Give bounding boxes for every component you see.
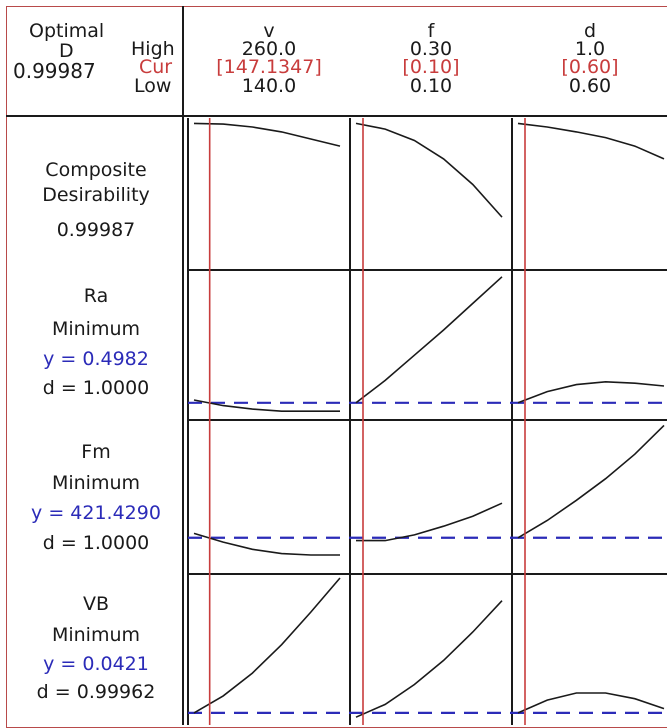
response-name: Composite: [45, 159, 147, 181]
optimal-cur-label: Cur: [139, 56, 173, 78]
response-d: 0.99987: [56, 219, 136, 241]
response-goal: Minimum: [51, 318, 141, 340]
response-name: Fm: [81, 441, 111, 463]
response-curve: [193, 532, 340, 556]
row-label-composite: Composite Desirability 0.99987: [9, 120, 183, 270]
factor-current: [147.1347]: [216, 56, 322, 78]
factor-name: v: [263, 20, 275, 42]
response-curve: [355, 276, 503, 404]
response-curve: [193, 122, 341, 147]
optimal-title: Optimal: [29, 20, 105, 42]
response-curve: [356, 502, 503, 542]
factor-column-v: v 260.0 [147.1347] 140.0: [189, 10, 349, 114]
response-curve: [517, 692, 665, 714]
factor-current: [0.10]: [402, 56, 460, 78]
factor-current: [0.60]: [561, 56, 619, 78]
optimal-low-label: Low: [134, 75, 172, 97]
row-label-vb: VB Minimum y = 0.0421 d = 0.99962: [9, 574, 183, 724]
response-d: d = 1.0000: [42, 532, 150, 554]
response-d: d = 0.99962: [36, 681, 156, 703]
factor-high: 1.0: [574, 38, 606, 60]
factor-column-d: d 1.0 [0.60] 0.60: [513, 10, 667, 114]
response-curve: [517, 122, 665, 160]
factor-name: d: [583, 20, 597, 42]
response-curve: [193, 577, 341, 714]
factor-low: 0.60: [568, 75, 612, 97]
optimal-d-label: D: [59, 40, 74, 62]
response-y: y = 0.4982: [43, 348, 149, 370]
optimal-high-label: High: [131, 38, 175, 60]
response-y: y = 0.0421: [43, 653, 149, 675]
response-y: y = 421.4290: [31, 502, 161, 524]
factor-column-f: f 0.30 [0.10] 0.10: [351, 10, 511, 114]
response-goal: Minimum: [51, 624, 141, 646]
response-name: VB: [82, 593, 110, 615]
optimal-d-value: 0.99987: [13, 59, 96, 83]
response-d: d = 1.0000: [42, 377, 150, 399]
response-goal: Desirability: [42, 184, 150, 206]
response-goal: Minimum: [51, 472, 141, 494]
row-label-fm: Fm Minimum y = 421.4290 d = 1.0000: [9, 420, 183, 572]
factor-name: f: [427, 20, 435, 42]
factor-low: 140.0: [241, 75, 297, 97]
row-label-ra: Ra Minimum y = 0.4982 d = 1.0000: [9, 272, 183, 418]
response-curve: [517, 424, 665, 539]
response-name: Ra: [83, 285, 109, 307]
response-curve: [355, 122, 503, 218]
response-curve: [355, 600, 503, 718]
response-curve: [193, 399, 340, 412]
factor-high: 260.0: [241, 38, 297, 60]
factor-high: 0.30: [409, 38, 453, 60]
optimal-box: Optimal D 0.99987 High Cur Low: [9, 10, 183, 114]
factor-low: 0.10: [409, 75, 453, 97]
response-curve: [517, 380, 665, 404]
